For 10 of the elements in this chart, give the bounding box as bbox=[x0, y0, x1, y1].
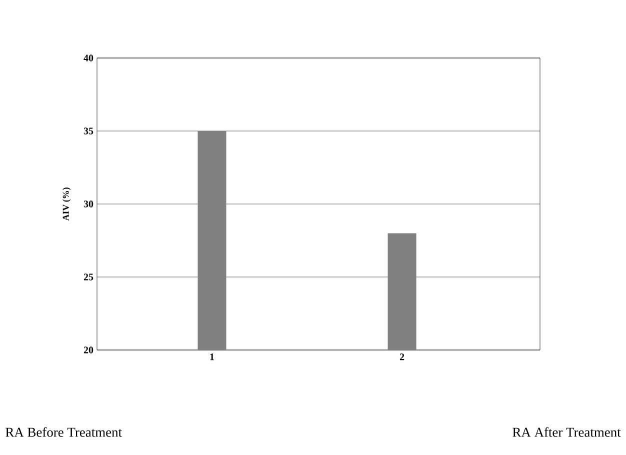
y-tick-label: 35 bbox=[84, 128, 94, 134]
y-tick-label: 30 bbox=[84, 200, 94, 208]
x-tick-label: 1 bbox=[210, 354, 214, 360]
x-tick-label: 2 bbox=[400, 354, 404, 360]
y-tick-label: 25 bbox=[84, 274, 94, 280]
text: RA Before Treatment bbox=[6, 427, 122, 437]
text: RA After Treatment bbox=[512, 427, 621, 437]
y-tick-label: 20 bbox=[84, 346, 94, 354]
y-tick-label: 40 bbox=[84, 54, 94, 62]
y-axis-title: AIV (%) bbox=[62, 188, 71, 221]
